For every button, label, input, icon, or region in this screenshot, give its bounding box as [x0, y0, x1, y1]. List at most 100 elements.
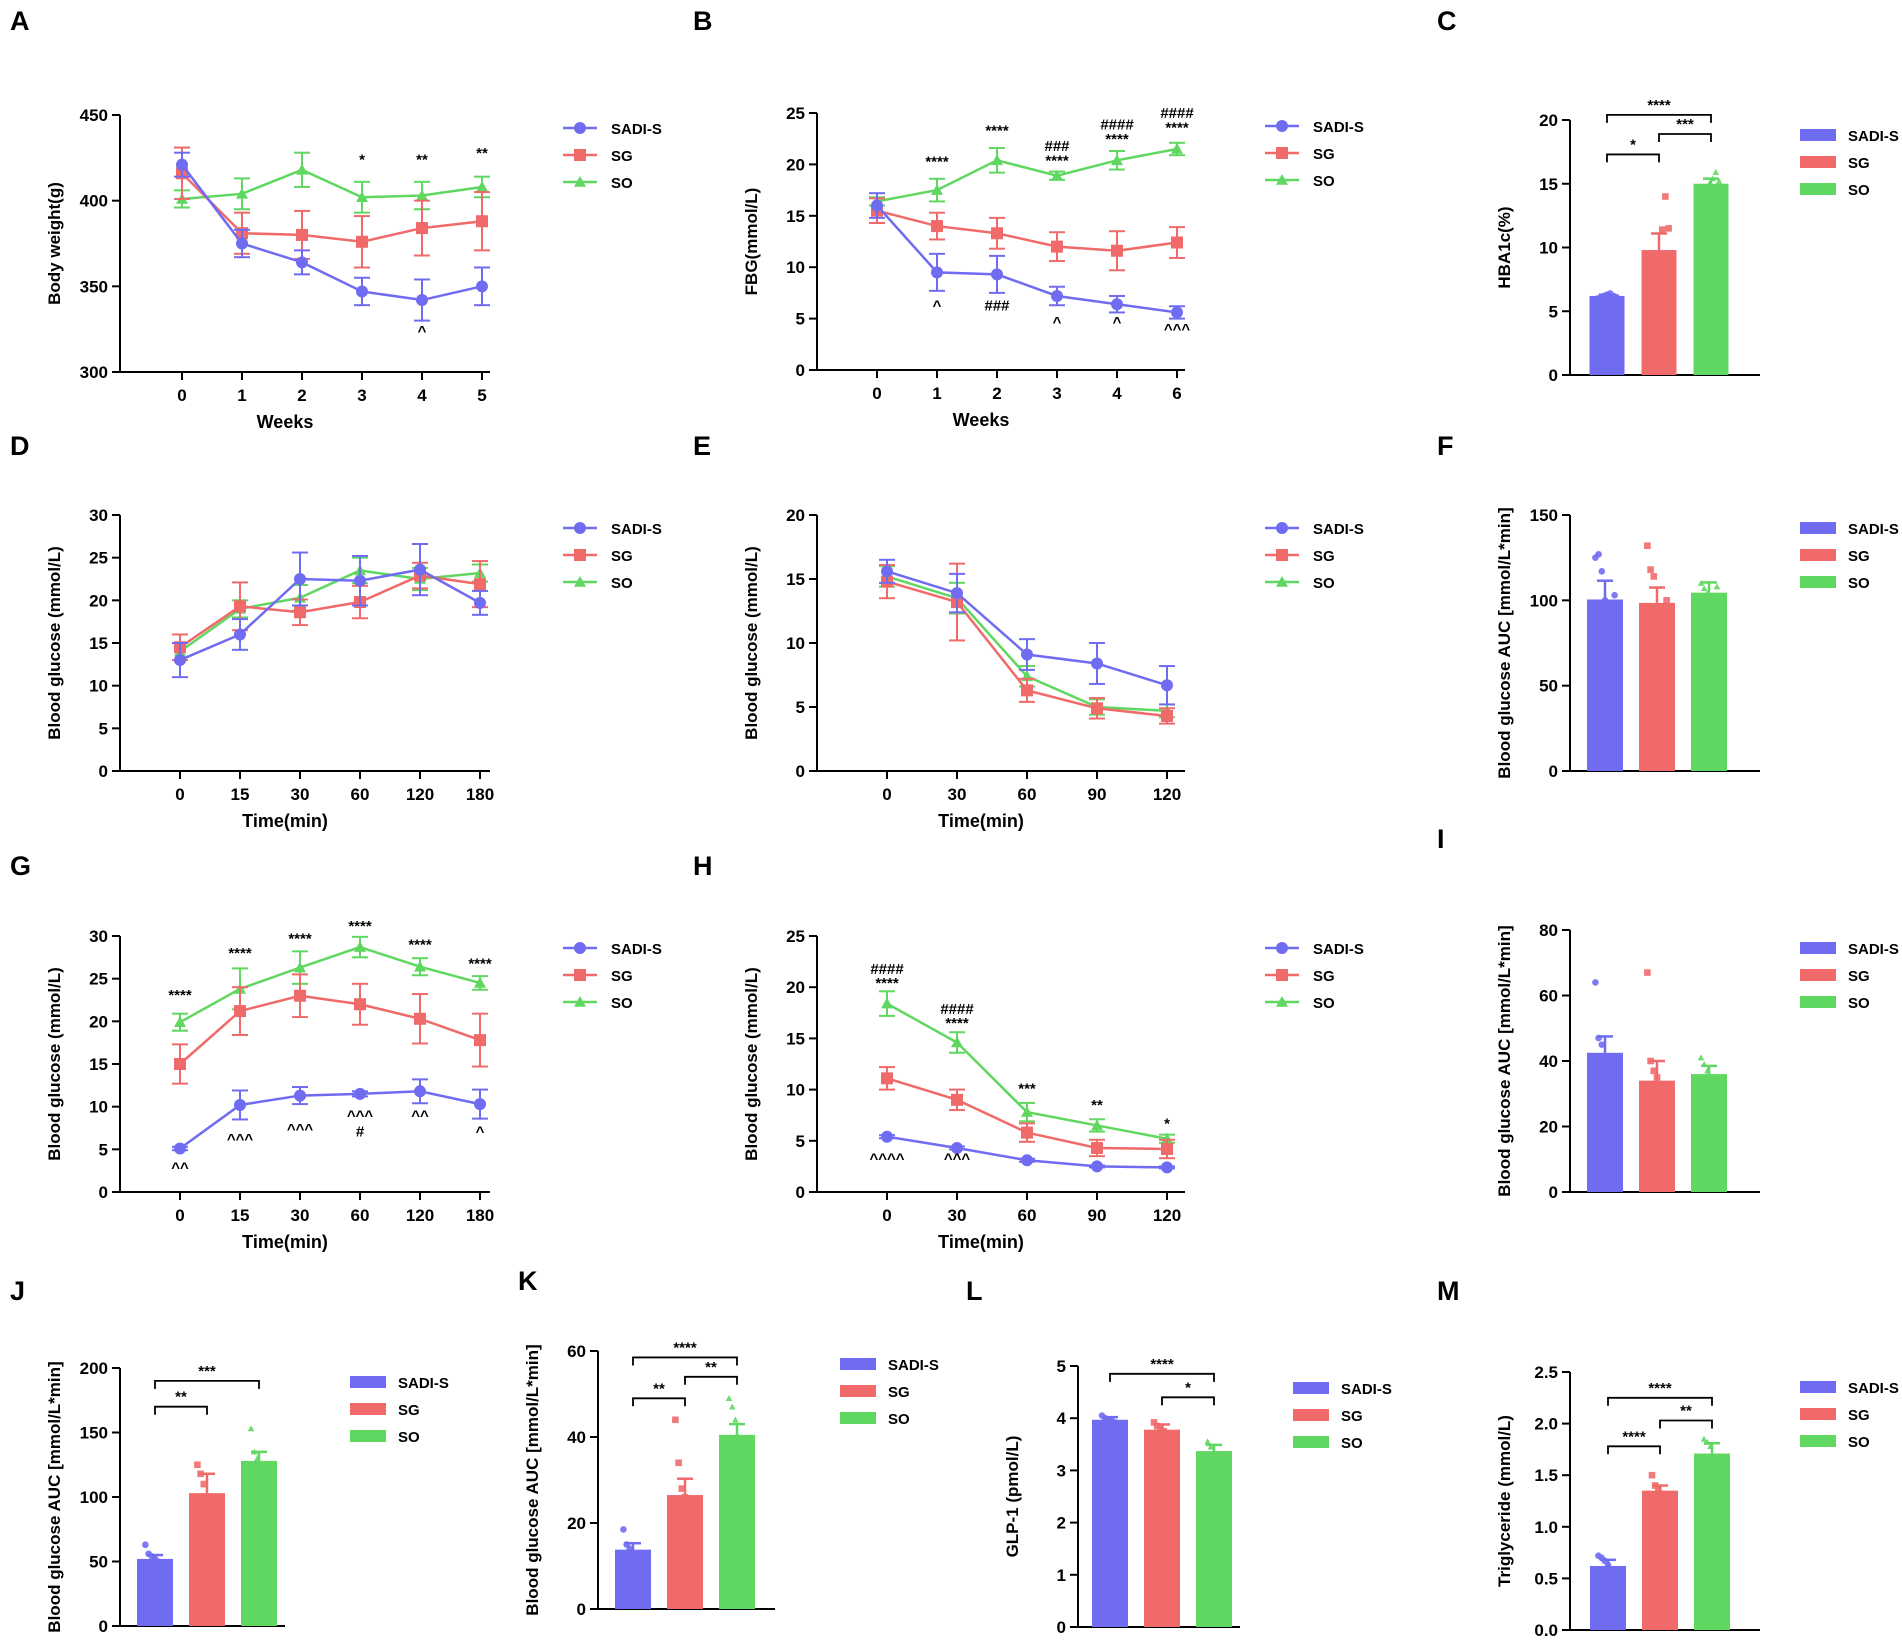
x-tick-label: 60: [351, 1206, 370, 1225]
y-tick-label: 10: [89, 1098, 108, 1117]
data-point: [881, 997, 893, 1009]
legend-swatch: [1800, 942, 1836, 954]
data-point: [294, 961, 306, 973]
y-tick-label: 10: [1539, 239, 1558, 258]
bar: [1589, 295, 1625, 375]
data-point: [1091, 657, 1103, 670]
panel-letter: B: [693, 6, 713, 36]
y-tick-label: 20: [89, 591, 108, 610]
significance-bracket: [684, 1375, 738, 1385]
significance-mark: ****: [468, 955, 492, 972]
legend-label: SO: [1848, 575, 1870, 592]
y-tick-label: 10: [786, 634, 805, 653]
x-tick-label: 120: [406, 1206, 434, 1225]
legend-label: SG: [611, 548, 633, 565]
data-point: [174, 654, 186, 667]
y-tick-label: 1.0: [1534, 1518, 1558, 1537]
scatter-point: [1649, 278, 1656, 286]
significance-mark: ^^^: [347, 1107, 374, 1124]
y-tick-label: 2.0: [1534, 1415, 1558, 1434]
bar: [1144, 1429, 1180, 1627]
series-line: [179, 569, 481, 653]
legend-swatch: [1800, 996, 1836, 1008]
significance-mark: ####: [1100, 116, 1134, 133]
data-point: [871, 199, 883, 212]
data-point: [476, 215, 488, 228]
x-tick-label: 1: [237, 386, 246, 405]
significance-bracket: [154, 1380, 260, 1389]
y-tick-label: 25: [786, 104, 805, 123]
data-point: [1161, 1142, 1173, 1155]
legend-label: SO: [611, 995, 633, 1012]
y-tick-label: 350: [80, 277, 108, 296]
significance-bracket: [1161, 1396, 1215, 1406]
panel-letter: E: [693, 431, 711, 461]
y-tick-label: 25: [786, 927, 805, 946]
legend-swatch: [1800, 129, 1836, 141]
data-point: [474, 1098, 486, 1111]
series-line: [179, 945, 481, 1024]
legend-swatch: [1800, 1408, 1836, 1420]
x-axis-label: Weeks: [953, 410, 1010, 430]
legend-label: SG: [1848, 968, 1870, 985]
legend-marker: [1276, 147, 1288, 159]
scatter-point: [1644, 542, 1651, 550]
panel-letter: C: [1437, 6, 1457, 36]
y-tick-label: 4: [1057, 1409, 1067, 1428]
scatter-point: [203, 1493, 211, 1501]
panel-letter: K: [518, 1266, 538, 1296]
panel-letter: F: [1437, 431, 1454, 461]
y-axis-label: Blood glucose (mmol/L): [742, 546, 761, 740]
data-point: [236, 187, 248, 199]
significance-mark: ^^^: [944, 1150, 971, 1167]
y-axis-label: Blood glucose AUC [mmol/L*min]: [1495, 925, 1514, 1196]
legend-label: SO: [888, 1411, 910, 1428]
series-line: [876, 147, 1178, 203]
scatter-point: [675, 1459, 682, 1467]
scatter-point: [1707, 1074, 1714, 1081]
x-tick-label: 0: [872, 384, 881, 403]
bar: [1092, 1419, 1128, 1627]
significance-mark: **: [1680, 1403, 1692, 1420]
scatter-point: [1713, 583, 1721, 590]
significance-mark: ###: [984, 297, 1010, 314]
legend-swatch: [350, 1430, 386, 1442]
scatter-point: [197, 1470, 204, 1478]
x-tick-label: 30: [948, 1206, 967, 1225]
legend-swatch: [350, 1403, 386, 1415]
data-point: [356, 191, 368, 203]
y-axis-label: Blood glucose (mmol/L): [45, 967, 64, 1161]
y-tick-label: 30: [89, 506, 108, 525]
data-point: [951, 1093, 963, 1106]
y-axis-label: FBG(mmol/L): [742, 188, 761, 296]
significance-mark: **: [476, 145, 488, 162]
bar: [1693, 183, 1729, 375]
data-point: [1021, 648, 1033, 661]
scatter-point: [1715, 177, 1723, 184]
y-tick-label: 25: [89, 970, 108, 989]
scatter-point: [1608, 687, 1615, 695]
x-tick-label: 120: [406, 785, 434, 804]
legend-label: SADI-S: [611, 521, 662, 538]
scatter-point: [1608, 1080, 1615, 1088]
series-line: [181, 168, 483, 201]
y-axis-label: Blood glucose AUC [mmol/L*min]: [1495, 507, 1514, 778]
significance-mark: **: [1091, 1097, 1103, 1114]
y-tick-label: 20: [1539, 111, 1558, 130]
legend-label: SO: [1313, 173, 1335, 190]
significance-mark: **: [416, 152, 428, 169]
significance-mark: ****: [1105, 131, 1129, 148]
scatter-point: [142, 1541, 149, 1549]
x-tick-label: 0: [175, 1206, 184, 1225]
legend-label: SG: [611, 148, 633, 165]
significance-mark: #: [356, 1124, 365, 1141]
y-tick-label: 15: [89, 1055, 108, 1074]
data-point: [931, 220, 943, 233]
significance-mark: ^: [418, 323, 427, 340]
scatter-point: [1703, 1438, 1711, 1445]
data-point: [1171, 142, 1183, 154]
y-tick-label: 50: [89, 1553, 108, 1572]
y-tick-label: 10: [89, 677, 108, 696]
legend-marker: [1276, 969, 1288, 981]
bar: [1639, 602, 1675, 771]
